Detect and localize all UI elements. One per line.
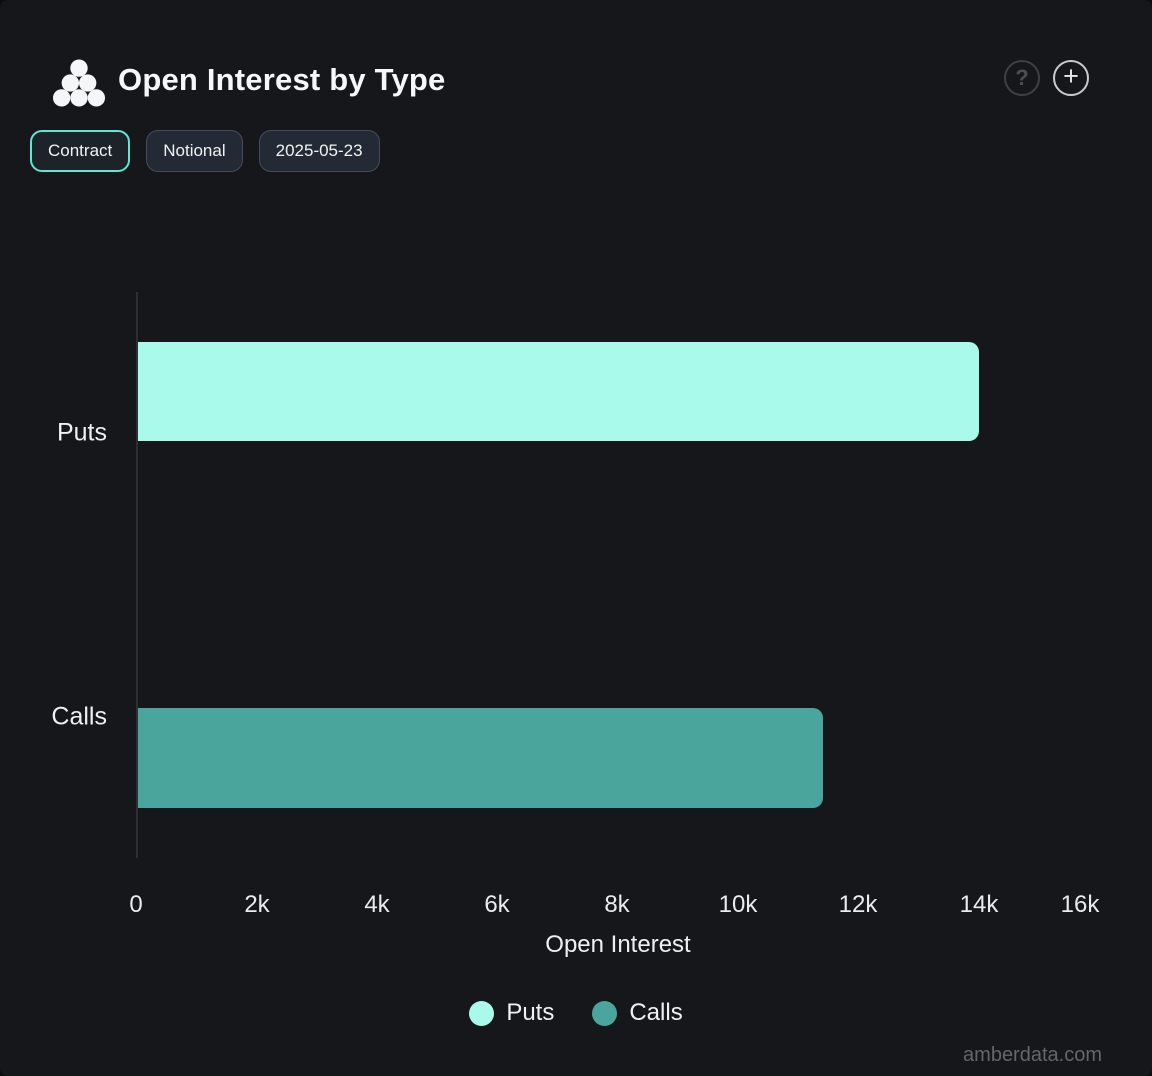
x-tick-label: 16k bbox=[1060, 891, 1100, 918]
x-tick-label: 4k bbox=[364, 891, 390, 918]
toolbar-button-contract[interactable]: Contract bbox=[30, 130, 131, 172]
y-category-label-puts: Puts bbox=[56, 418, 107, 447]
x-tick-label: 10k bbox=[718, 891, 758, 918]
x-tick-label: 6k bbox=[484, 891, 510, 918]
toolbar-button-2025-05-23[interactable]: 2025-05-23 bbox=[258, 130, 380, 172]
watermark: amberdata.com bbox=[963, 1044, 1102, 1066]
toolbar: Contract Notional 2025-05-23 bbox=[30, 130, 380, 172]
x-tick-label: 2k bbox=[244, 891, 270, 918]
y-category-label-calls: Calls bbox=[51, 702, 107, 731]
legend-item-calls[interactable]: Calls bbox=[592, 999, 683, 1027]
help-button[interactable]: ? bbox=[1004, 60, 1040, 96]
y-axis-line bbox=[136, 292, 138, 858]
legend-label: Calls bbox=[629, 999, 683, 1026]
plus-icon: + bbox=[1063, 61, 1079, 91]
add-button[interactable]: + bbox=[1053, 60, 1089, 96]
x-tick-label: 12k bbox=[838, 891, 878, 918]
legend-swatch-icon bbox=[469, 1000, 495, 1026]
legend-swatch-icon bbox=[592, 1000, 618, 1026]
legend-item-puts[interactable]: Puts bbox=[469, 999, 554, 1027]
x-tick-label: 14k bbox=[959, 891, 999, 918]
legend-label: Puts bbox=[506, 999, 555, 1026]
question-icon: ? bbox=[1015, 65, 1029, 90]
toolbar-button-notional[interactable]: Notional bbox=[146, 130, 243, 172]
x-tick-label: 8k bbox=[604, 891, 630, 918]
bar-puts bbox=[138, 342, 979, 441]
page-title: Open Interest by Type bbox=[118, 62, 446, 97]
amberdata-logo-icon bbox=[52, 59, 106, 107]
chart-legend: Puts Calls bbox=[0, 999, 1152, 1027]
x-tick-label: 0 bbox=[129, 891, 143, 918]
bar-calls bbox=[138, 708, 823, 808]
x-axis-label: Open Interest bbox=[545, 931, 691, 958]
